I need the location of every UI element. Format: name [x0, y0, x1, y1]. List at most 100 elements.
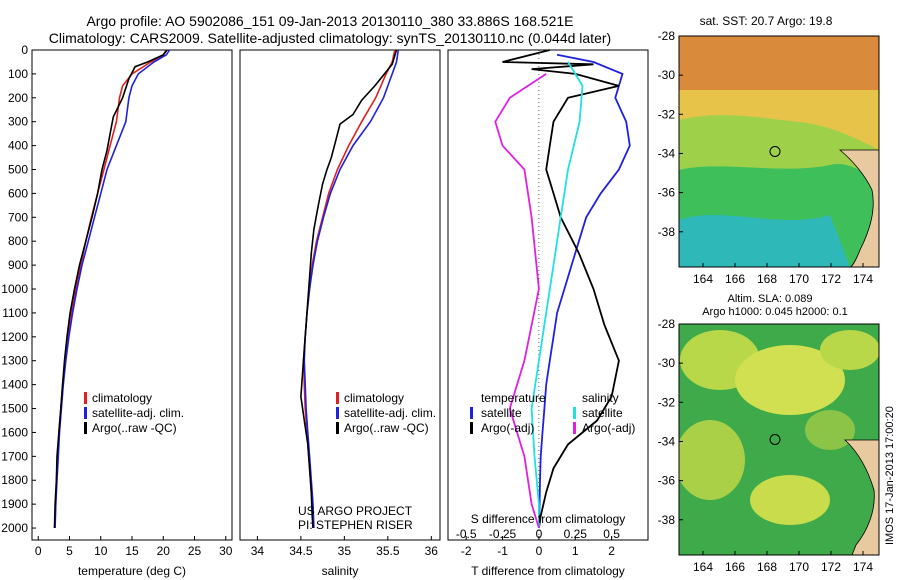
difference-legend: temperature salinity satellite Argo(-adj…: [470, 391, 635, 435]
y-tick-label: -38: [658, 225, 676, 239]
series-line: [538, 53, 631, 529]
y-tick-label: 2000: [1, 521, 28, 535]
s-difference-label: S difference from climatology: [471, 512, 626, 526]
y-tick-label: -36: [658, 474, 676, 488]
argo-position-marker: [769, 146, 781, 157]
y-tick-label: -38: [658, 513, 676, 527]
sst-map-title: sat. SST: 20.7 Argo: 19.8: [700, 14, 833, 28]
series-line: [530, 61, 584, 528]
legend-swatch-argo: [336, 422, 339, 434]
sst-map-ticks: 164 166 168 170 172 174 -28 -30 -32 -34 -36 -38: [658, 29, 874, 286]
y-tick-label: 1000: [1, 282, 28, 296]
x-tick-label: 20: [157, 544, 171, 558]
difference-series: [494, 49, 631, 529]
depth-ticks: 0 100 200 300 400 500 600 700 800 900 1000 1100 1200…: [1, 43, 36, 535]
legend-swatch-satellite: [84, 407, 87, 419]
legend-label-argo: Argo(..raw -QC): [344, 421, 429, 435]
legend-swatch-satellite: [336, 407, 339, 419]
s-tick-label: 0: [536, 527, 543, 541]
x-tick-label: 164: [693, 560, 713, 574]
legend-swatch-climatology: [336, 392, 339, 404]
y-tick-label: 1500: [1, 402, 28, 416]
y-tick-label: 100: [8, 67, 28, 81]
legend-label-climatology: climatology: [92, 391, 152, 405]
legend-swatch-t-satellite: [470, 407, 473, 419]
legend-swatch-climatology: [84, 392, 87, 404]
legend-label-s-argo: Argo(-adj): [582, 421, 635, 435]
s-tick-label: 0.25: [564, 527, 588, 541]
y-tick-label: -30: [658, 356, 676, 370]
legend-label-s-satellite: satellite: [582, 406, 623, 420]
legend-swatch-s-satellite: [573, 407, 576, 419]
y-tick-label: -36: [658, 186, 676, 200]
x-tick-label: 168: [757, 272, 777, 286]
legend-label-argo: Argo(..raw -QC): [92, 421, 177, 435]
y-tick-label: 1400: [1, 378, 28, 392]
title-line-1: Argo profile: AO 5902086_151 09-Jan-2013…: [86, 13, 574, 29]
salinity-series: [300, 49, 400, 529]
title-line-2: Climatology: CARS2009. Satellite-adjuste…: [48, 30, 612, 46]
series-line: [300, 49, 398, 529]
x-tick-label: 166: [725, 560, 745, 574]
y-tick-label: -32: [658, 395, 676, 409]
temperature-x-label: temperature (deg C): [78, 564, 186, 578]
x-tick-label: -2: [461, 544, 472, 558]
series-line: [302, 49, 396, 529]
x-tick-label: 35.5: [376, 544, 400, 558]
sla-map-frame: [678, 323, 880, 556]
y-tick-label: 500: [8, 163, 28, 177]
y-tick-label: 700: [8, 210, 28, 224]
y-tick-label: 1600: [1, 425, 28, 439]
x-tick-label: 10: [94, 544, 108, 558]
s-difference-ticks: -0.5 -0.25 0 0.25 0.5: [456, 527, 620, 541]
x-tick-label: 0: [35, 544, 42, 558]
y-tick-label: 400: [8, 139, 28, 153]
credit-pi: PI: STEPHEN RISER: [298, 518, 413, 532]
x-tick-label: 174: [853, 272, 873, 286]
y-tick-label: -28: [658, 29, 676, 43]
temperature-legend: climatology satellite-adj. clim. Argo(..…: [84, 391, 184, 435]
legend-title-salinity: salinity: [582, 391, 619, 405]
x-tick-label: 34.5: [289, 544, 313, 558]
legend-swatch-t-argo: [470, 422, 473, 434]
t-difference-ticks: -2 -1 0 1 2: [461, 536, 615, 558]
sla-map-image: [679, 324, 879, 555]
x-tick-label: 0: [536, 544, 543, 558]
sla-map-title: Altim. SLA: 0.089: [728, 293, 813, 305]
series-line: [53, 49, 168, 529]
x-tick-label: 15: [125, 544, 139, 558]
y-tick-label: -28: [658, 317, 676, 331]
x-tick-label: 25: [188, 544, 202, 558]
x-tick-label: 164: [693, 272, 713, 286]
salinity-plot-frame: [239, 49, 441, 541]
sla-map-ticks: 164 166 168 170 172 174 -28 -30 -32 -34 -36 -38: [658, 317, 874, 574]
y-tick-label: -34: [658, 146, 676, 160]
temperature-ticks: 0 5 10 15 20 25 30: [35, 536, 233, 558]
legend-title-temperature: temperature: [481, 391, 546, 405]
s-tick-label: 0.5: [603, 527, 620, 541]
y-tick-label: 600: [8, 186, 28, 200]
argo-position-marker: [769, 434, 781, 445]
x-tick-label: 172: [821, 272, 841, 286]
imos-watermark: IMOS 17-Jan-2013 17:00:20: [884, 406, 896, 545]
salinity-x-label: salinity: [322, 564, 359, 578]
sla-blob: [750, 475, 830, 525]
sla-blob: [805, 410, 855, 450]
y-tick-label: 1700: [1, 449, 28, 463]
credit-project: US ARGO PROJECT: [298, 504, 413, 518]
y-tick-label: 800: [8, 234, 28, 248]
series-line: [53, 49, 168, 529]
sst-cold-region: [679, 215, 850, 267]
x-tick-label: 5: [66, 544, 73, 558]
y-tick-label: 1300: [1, 354, 28, 368]
x-tick-label: 34: [251, 544, 265, 558]
y-tick-label: 300: [8, 115, 28, 129]
y-tick-label: 1200: [1, 330, 28, 344]
sla-blob: [820, 330, 879, 370]
legend-label-satellite: satellite-adj. clim.: [92, 406, 184, 420]
x-tick-label: 170: [789, 560, 809, 574]
legend-label-satellite: satellite-adj. clim.: [344, 406, 436, 420]
temperature-series: [53, 49, 171, 529]
sla-map-subtitle: Argo h1000: 0.045 h2000: 0.1: [702, 306, 848, 318]
